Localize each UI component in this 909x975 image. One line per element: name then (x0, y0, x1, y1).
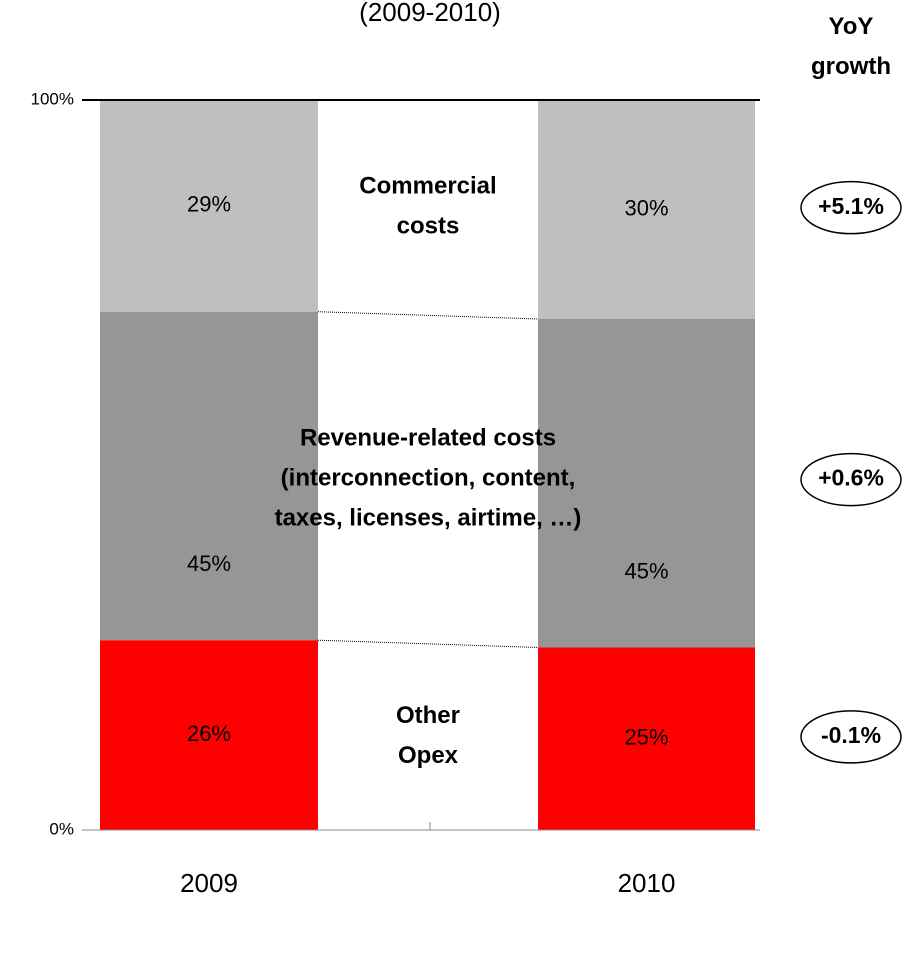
data-label: 45% (187, 551, 231, 576)
growth-label: +5.1% (818, 193, 884, 219)
y-tick-label: 100% (31, 89, 74, 108)
growth-label: +0.6% (818, 465, 884, 491)
data-label: 25% (624, 725, 668, 750)
growth-badge (800, 452, 902, 507)
connector (317, 311, 539, 320)
bar-segment (538, 647, 755, 830)
bar-segment (538, 319, 755, 648)
x-tick-label: 2009 (180, 868, 238, 898)
growth-header: YoY growth (811, 13, 891, 80)
bar-segment (538, 100, 755, 319)
segment-name: Commercial costs (359, 173, 496, 240)
chart-title: (2009-2010) (359, 0, 501, 27)
segment-name: Other Opex (396, 702, 460, 769)
bar-segment (100, 311, 318, 641)
data-label: 29% (187, 192, 231, 217)
growth-label: -0.1% (821, 722, 881, 748)
segment-name: Revenue-related costs (interconnection, c… (275, 425, 582, 532)
data-label: 30% (624, 195, 668, 220)
growth-badge (800, 710, 902, 764)
connector (317, 639, 539, 648)
growth-badge (800, 180, 902, 235)
bar-segment (100, 100, 318, 312)
bar-segment (100, 640, 318, 830)
data-label: 45% (624, 558, 668, 583)
y-tick-label: 0% (49, 819, 74, 838)
data-label: 26% (187, 721, 231, 746)
x-tick-label: 2010 (618, 868, 676, 898)
